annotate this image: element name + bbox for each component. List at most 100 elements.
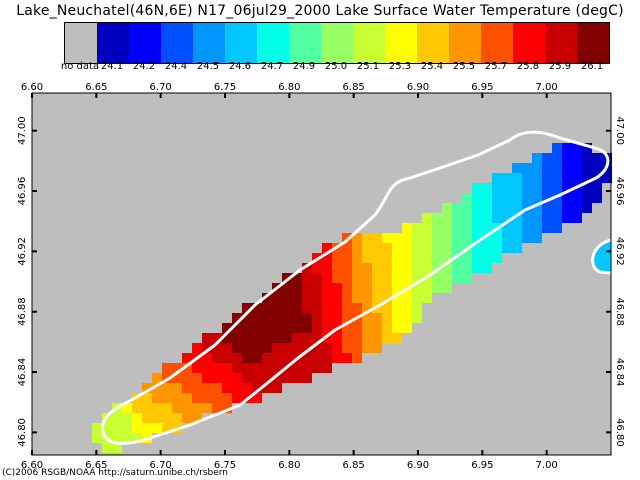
temperature-pixel: [432, 213, 442, 223]
legend-label-level-14: 25.9: [548, 61, 572, 72]
temperature-pixel: [412, 243, 422, 253]
temperature-pixel: [502, 183, 512, 193]
temperature-pixel: [532, 153, 542, 163]
temperature-pixel: [252, 313, 262, 323]
temperature-pixel: [262, 313, 272, 323]
temperature-pixel: [422, 263, 432, 273]
temperature-pixel: [412, 263, 422, 273]
lat-label-right-46.80: 46.80: [614, 418, 625, 447]
temperature-pixel: [262, 353, 272, 363]
legend-swatch-level-10: [417, 23, 449, 63]
lon-label-bottom-6.80: 6.80: [278, 460, 300, 471]
lat-label-right-46.88: 46.88: [614, 297, 625, 326]
temperature-pixel: [532, 163, 542, 173]
temperature-pixel: [472, 253, 482, 263]
temperature-pixel: [412, 293, 422, 303]
temperature-pixel: [562, 183, 572, 193]
temperature-pixel: [532, 203, 542, 213]
temperature-pixel: [152, 413, 162, 423]
temperature-pixel: [152, 403, 162, 413]
temperature-pixel: [312, 303, 322, 313]
temperature-pixel: [432, 283, 442, 293]
temperature-pixel: [272, 353, 282, 363]
temperature-pixel: [292, 343, 302, 353]
temperature-pixel: [422, 223, 432, 233]
temperature-pixel: [392, 333, 402, 343]
temperature-pixel: [412, 273, 422, 283]
temperature-pixel: [242, 333, 252, 343]
temperature-pixel: [542, 183, 552, 193]
temperature-pixel: [362, 233, 372, 243]
temperature-pixel: [182, 353, 192, 363]
temperature-pixel: [292, 293, 302, 303]
temperature-pixel: [442, 283, 452, 293]
temperature-pixel-grid: [92, 143, 612, 453]
temperature-pixel: [192, 343, 202, 353]
temperature-pixel: [312, 283, 322, 293]
temperature-pixel: [212, 343, 222, 353]
temperature-pixel: [152, 393, 162, 403]
temperature-pixel: [242, 363, 252, 373]
lon-label-bottom-6.75: 6.75: [214, 460, 236, 471]
temperature-pixel: [392, 233, 402, 243]
temperature-pixel: [562, 173, 572, 183]
temperature-pixel: [312, 273, 322, 283]
temperature-pixel: [572, 213, 582, 223]
temperature-pixel: [542, 163, 552, 173]
temperature-pixel: [172, 413, 182, 423]
lat-label-left-46.92: 46.92: [17, 237, 28, 266]
temperature-pixel: [202, 353, 212, 363]
temperature-pixel: [302, 273, 312, 283]
lon-label-top-6.75: 6.75: [214, 82, 236, 93]
temperature-pixel: [332, 283, 342, 293]
temperature-pixel: [352, 243, 362, 253]
temperature-pixel: [422, 253, 432, 263]
temperature-pixel: [252, 343, 262, 353]
temperature-pixel: [182, 373, 192, 383]
temperature-pixel: [322, 343, 332, 353]
temperature-pixel: [332, 313, 342, 323]
temperature-pixel: [382, 233, 392, 243]
temperature-pixel: [352, 323, 362, 333]
map-title: Lake_Neuchatel(46N,6E) N17_06jul29_2000 …: [16, 3, 624, 19]
temperature-pixel: [462, 233, 472, 243]
temperature-pixel: [252, 323, 262, 333]
temperature-pixel: [212, 383, 222, 393]
temperature-pixel: [572, 203, 582, 213]
temperature-pixel: [592, 153, 602, 163]
temperature-pixel: [502, 203, 512, 213]
temperature-pixel: [502, 243, 512, 253]
temperature-pixel: [462, 213, 472, 223]
temperature-pixel: [392, 313, 402, 323]
temperature-pixel: [352, 273, 362, 283]
temperature-pixel: [382, 273, 392, 283]
temperature-pixel: [422, 283, 432, 293]
temperature-pixel: [542, 173, 552, 183]
temperature-pixel: [282, 293, 292, 303]
temperature-pixel: [472, 203, 482, 213]
temperature-pixel: [352, 353, 362, 363]
legend-swatch-level-14: [545, 23, 577, 63]
temperature-pixel: [502, 223, 512, 233]
temperature-pixel: [392, 293, 402, 303]
temperature-pixel: [162, 403, 172, 413]
temperature-pixel: [322, 333, 332, 343]
temperature-pixel: [272, 363, 282, 373]
temperature-pixel: [162, 393, 172, 403]
lon-label-top-6.85: 6.85: [343, 82, 365, 93]
legend-swatch-level-2: [161, 23, 193, 63]
temperature-pixel: [392, 323, 402, 333]
temperature-pixel: [582, 183, 592, 193]
lon-label-top-6.90: 6.90: [407, 82, 429, 93]
temperature-pixel: [302, 333, 312, 343]
map-frame: [31, 92, 612, 456]
temperature-pixel: [522, 183, 532, 193]
temperature-pixel: [402, 313, 412, 323]
temperature-pixel: [232, 313, 242, 323]
temperature-pixel: [152, 423, 162, 433]
temperature-pixel: [572, 143, 582, 153]
temperature-pixel: [442, 273, 452, 283]
temperature-pixel: [172, 373, 182, 383]
temperature-pixel: [382, 323, 392, 333]
legend-label-level-7: 25.0: [324, 61, 348, 72]
